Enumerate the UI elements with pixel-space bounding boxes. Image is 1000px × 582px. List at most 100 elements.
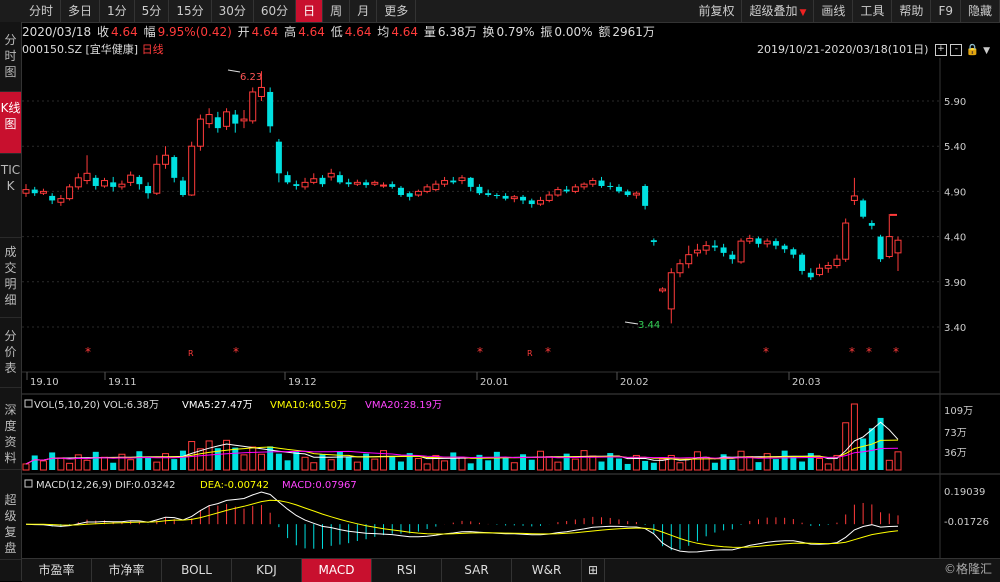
tab-60min[interactable]: 60分 xyxy=(254,0,297,22)
tab-boll[interactable]: BOLL xyxy=(162,559,232,582)
tab-daily[interactable]: 日 xyxy=(296,0,324,22)
volume-bar xyxy=(450,452,457,470)
sidebar-item-fenshi[interactable]: 分时图 xyxy=(0,22,21,92)
candle-body xyxy=(676,263,684,274)
volume-bar xyxy=(118,453,126,471)
candle-body xyxy=(127,174,135,183)
volume-bar xyxy=(293,451,300,470)
tab-monthly[interactable]: 月 xyxy=(350,0,378,22)
volume-bar xyxy=(441,460,449,471)
sidebar-item-depth-data[interactable]: 深度资料 xyxy=(0,388,21,470)
avg-value: 4.64 xyxy=(391,25,419,39)
tab-30min[interactable]: 30分 xyxy=(212,0,254,22)
volume-legend: VOL(5,10,20) VOL:6.38万 xyxy=(34,400,159,411)
tab-wr[interactable]: W&R xyxy=(512,559,582,582)
sidebar-item-super-review[interactable]: 超级复盘 xyxy=(0,470,21,560)
volume-bar xyxy=(136,451,143,470)
dropdown-icon[interactable]: ▼ xyxy=(983,46,990,56)
volume-bar xyxy=(406,453,413,470)
hide-button[interactable]: 隐藏 xyxy=(961,0,1000,22)
open-value: 4.64 xyxy=(251,25,279,39)
price-tick-label: 3.90 xyxy=(944,278,966,289)
candle-body xyxy=(100,180,108,187)
candle-body xyxy=(423,186,431,192)
lock-icon[interactable]: 🔒 xyxy=(965,43,980,56)
tab-1min[interactable]: 1分 xyxy=(100,0,135,22)
volume-bar xyxy=(240,454,248,471)
tab-macd[interactable]: MACD xyxy=(302,559,372,582)
macd-histogram xyxy=(34,502,899,551)
star-marker: * xyxy=(545,345,551,359)
volume-bar xyxy=(345,456,352,470)
candle-body xyxy=(406,193,413,197)
star-marker: * xyxy=(849,345,855,359)
sidebar-item-kline[interactable]: K线图 xyxy=(0,92,21,154)
candle-body xyxy=(868,223,875,226)
macd-tick-2: -0.01726 xyxy=(944,517,989,528)
r-marker: R xyxy=(527,349,533,358)
f9-button[interactable]: F9 xyxy=(931,0,961,22)
tab-pe[interactable]: 市盈率 xyxy=(22,559,92,582)
open-label: 开 xyxy=(237,25,250,39)
tab-15min[interactable]: 15分 xyxy=(169,0,212,22)
tab-fenshi[interactable]: 分时 xyxy=(22,0,62,22)
candle-body xyxy=(301,181,309,188)
sidebar-item-trade-detail[interactable]: 成交明细 xyxy=(0,238,21,318)
volume-bar xyxy=(267,446,274,470)
candle-body xyxy=(545,194,553,201)
sidebar-item-price-table[interactable]: 分价表 xyxy=(0,318,21,388)
add-indicator-icon[interactable]: ⊞ xyxy=(582,559,605,582)
help-button[interactable]: 帮助 xyxy=(892,0,932,22)
volume-bar xyxy=(772,459,779,470)
candle-body xyxy=(624,191,631,196)
super-overlay-button[interactable]: 超级叠加 ▼ xyxy=(742,0,815,22)
draw-line-button[interactable]: 画线 xyxy=(814,0,854,22)
tab-5min[interactable]: 5分 xyxy=(135,0,170,22)
high-marker-line xyxy=(227,69,241,73)
tab-rsi[interactable]: RSI xyxy=(372,559,442,582)
dif-line xyxy=(25,491,899,553)
tools-button[interactable]: 工具 xyxy=(853,0,893,22)
volume-bar xyxy=(711,462,718,470)
tab-multiday[interactable]: 多日 xyxy=(61,0,101,22)
macd-checkbox[interactable] xyxy=(24,479,33,488)
candle-body xyxy=(196,118,204,147)
volume-bar xyxy=(799,461,806,470)
volume-bar xyxy=(624,463,631,470)
sidebar-item-tick[interactable]: TICK xyxy=(0,154,21,238)
tab-pb[interactable]: 市净率 xyxy=(92,559,162,582)
volume-value: 6.38万 xyxy=(437,25,477,39)
tab-weekly[interactable]: 周 xyxy=(323,0,351,22)
stock-code: 000150.SZ xyxy=(22,43,83,56)
date-range-bar: 2019/10/21-2020/03/18(101日) + - 🔒 ▼ xyxy=(757,42,990,58)
candle-body xyxy=(772,241,779,246)
low-annotation: 3.44 xyxy=(638,320,660,331)
candlestick-series xyxy=(22,71,902,324)
candle-body xyxy=(66,186,74,200)
tab-sar[interactable]: SAR xyxy=(442,559,512,582)
macd-value-legend: MACD:0.07967 xyxy=(282,480,357,491)
volume-bar xyxy=(39,460,47,471)
date-tick-label: 20.02 xyxy=(620,377,649,388)
volume-bar xyxy=(31,455,38,470)
candle-body xyxy=(493,195,500,197)
dea-line xyxy=(25,499,899,548)
candle-body xyxy=(232,114,239,124)
gridlines xyxy=(22,100,940,328)
volume-bar xyxy=(528,459,535,470)
volume-bar xyxy=(493,451,500,470)
volume-bar xyxy=(554,461,562,471)
candle-body xyxy=(842,222,850,260)
candle-body xyxy=(188,145,196,196)
candle-body xyxy=(702,245,710,251)
volume-checkbox[interactable] xyxy=(24,399,33,408)
signal-markers: * R * * R * * * * * xyxy=(85,345,899,359)
zoom-in-icon[interactable]: + xyxy=(934,44,947,56)
forward-adjust-button[interactable]: 前复权 xyxy=(691,0,743,22)
tab-more[interactable]: 更多 xyxy=(377,0,417,22)
low-value: 4.64 xyxy=(344,25,372,39)
zoom-out-icon[interactable]: - xyxy=(950,44,963,56)
tab-kdj[interactable]: KDJ xyxy=(232,559,302,582)
turnover-label: 换 xyxy=(482,25,495,39)
